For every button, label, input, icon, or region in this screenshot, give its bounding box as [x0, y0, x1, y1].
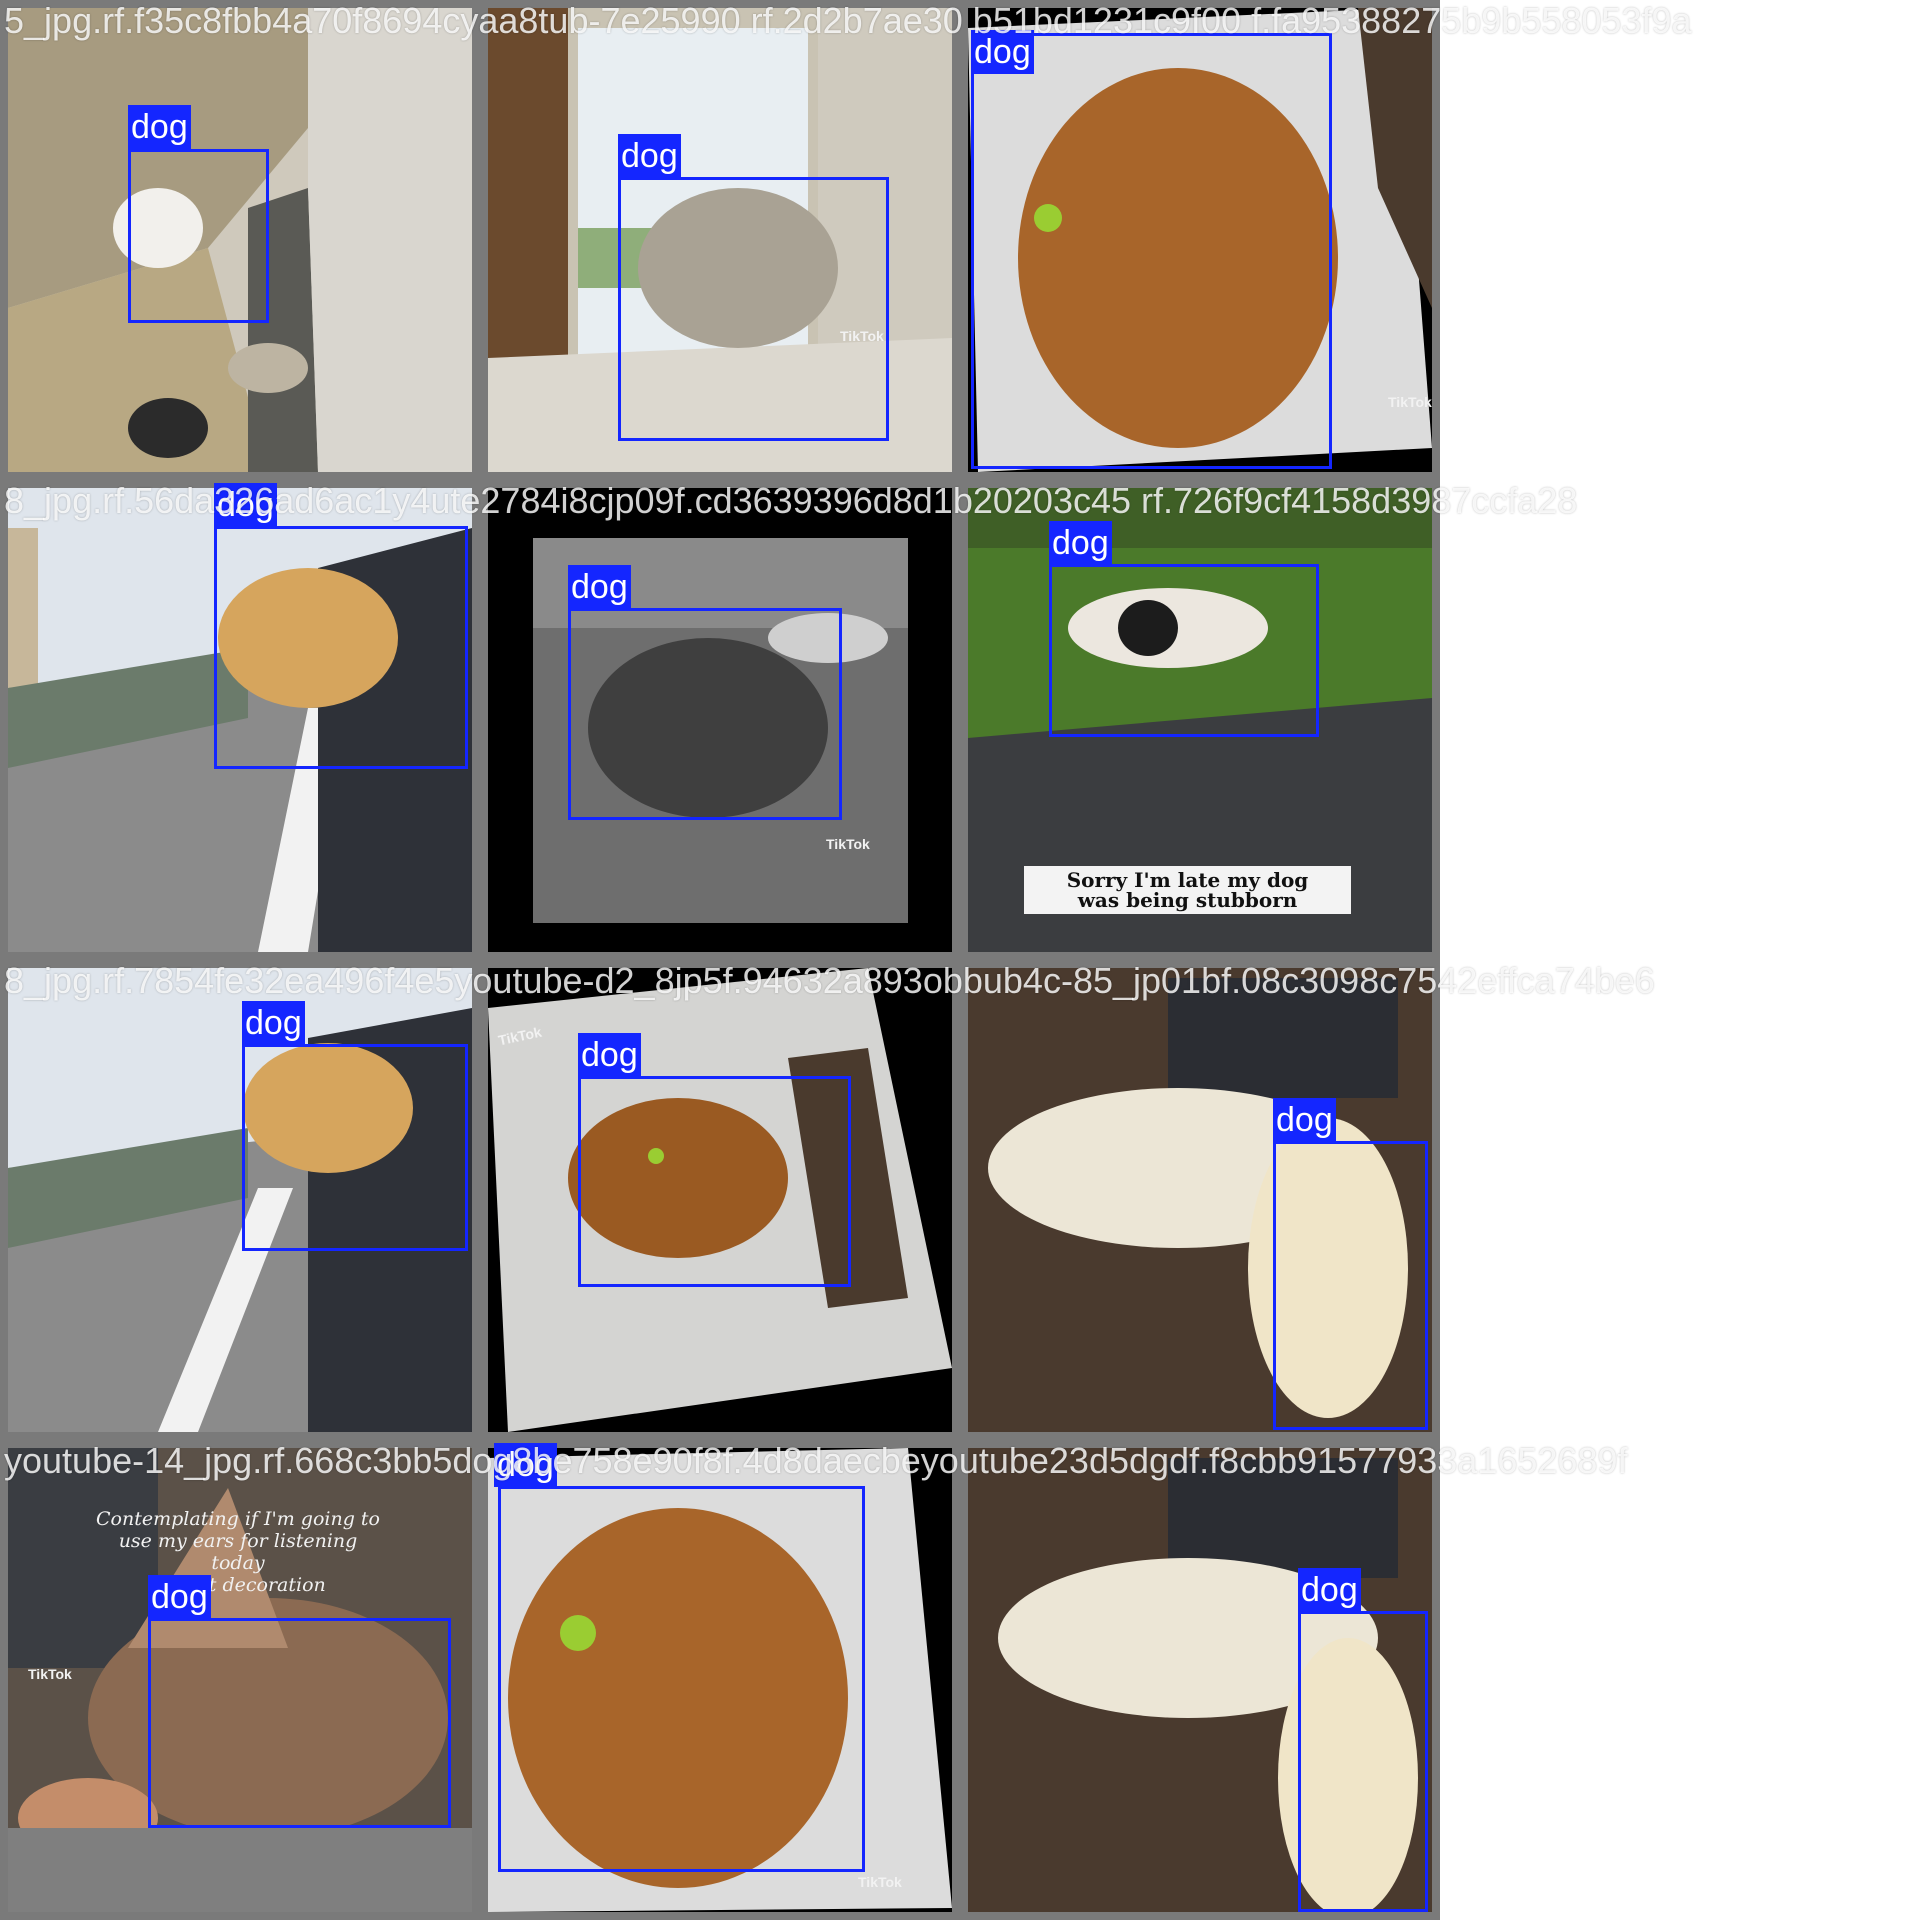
scene-grey-dog-bed — [488, 488, 952, 952]
tile-5: TikTok dog — [480, 480, 960, 960]
tile-4: dog — [0, 480, 480, 960]
tile-6: Sorry I'm late my dog was being stubborn… — [960, 480, 1440, 960]
tile-1: dog — [0, 0, 480, 480]
bbox-label: dog — [618, 134, 681, 178]
bbox-dog — [128, 149, 269, 323]
row-3-filenames: 8_jpg.rf.7854fe32ea496f4e5youtube-d2_8jp… — [4, 960, 1655, 1001]
video-caption: Contemplating if I'm going to use my ear… — [96, 1508, 380, 1596]
tile-2: TikTok dog — [480, 0, 960, 480]
bbox-label: dog — [1273, 1098, 1336, 1142]
detection-grid: dog TikTok dog — [0, 0, 1692, 1920]
row-1-filenames: 5_jpg.rf.f35c8fbb4a70f8694cyaa8tub-7e259… — [4, 0, 1692, 41]
tiktok-watermark: TikTok — [840, 328, 884, 344]
scene-baby-carrier-dog — [968, 1448, 1432, 1912]
row-4-filenames: youtube-14_jpg.rf.668c3bb5dog8be758e90f8… — [4, 1440, 1628, 1481]
photo-1 — [8, 8, 472, 472]
photo-12 — [968, 1448, 1432, 1912]
tile-9: dog — [960, 960, 1440, 1440]
bbox-label: dog — [128, 105, 191, 149]
photo-3: TikTok — [968, 8, 1432, 472]
photo-2: TikTok — [488, 8, 952, 472]
photo-7 — [8, 968, 472, 1432]
bbox-dog — [578, 1076, 851, 1287]
photo-10: Contemplating if I'm going to use my ear… — [8, 1448, 472, 1912]
scene-golden-on-back — [968, 8, 1432, 472]
photo-5: TikTok — [488, 488, 952, 952]
bbox-dog — [1049, 564, 1319, 737]
scene-dog-car-window — [8, 968, 472, 1432]
tiktok-watermark: TikTok — [28, 1666, 72, 1682]
row-2-filenames: 8_jpg.rf.56da326ad6ac1y4ute2784i8cjp09f.… — [4, 480, 1578, 521]
scene-golden-on-back — [488, 1448, 952, 1912]
tiktok-watermark: TikTok — [826, 836, 870, 852]
tile-8: TikTok dog — [480, 960, 960, 1440]
tile-12: dog — [960, 1440, 1440, 1920]
bbox-label: dog — [148, 1575, 211, 1619]
photo-4 — [8, 488, 472, 952]
bbox-dog — [618, 177, 889, 441]
photo-9 — [968, 968, 1432, 1432]
bbox-dog — [568, 608, 842, 820]
video-caption: Sorry I'm late my dog was being stubborn — [1024, 866, 1351, 914]
tile-10: Contemplating if I'm going to use my ear… — [0, 1440, 480, 1920]
photo-11: TikTok — [488, 1448, 952, 1912]
bbox-label: dog — [242, 1001, 305, 1045]
bbox-label: dog — [214, 483, 277, 527]
bbox-dog — [1298, 1611, 1428, 1912]
bbox-dog — [242, 1044, 468, 1251]
tile-7: dog — [0, 960, 480, 1440]
tiktok-watermark: TikTok — [1388, 394, 1432, 410]
bbox-dog — [214, 526, 468, 769]
tile-11: TikTok dog — [480, 1440, 960, 1920]
bbox-label: dog — [971, 30, 1034, 74]
bbox-label: dog — [568, 565, 631, 609]
bbox-label: dog — [1298, 1568, 1361, 1612]
bbox-label: dog — [578, 1033, 641, 1077]
bbox-dog — [498, 1486, 865, 1872]
tile-3: TikTok dog — [960, 0, 1440, 480]
bbox-label: dog — [1049, 521, 1112, 565]
scene-doorway — [488, 8, 952, 472]
scene-dog-car-window — [8, 488, 472, 952]
photo-8: TikTok — [488, 968, 952, 1432]
scene-baby-carrier-dog — [968, 968, 1432, 1432]
bbox-dog — [148, 1618, 451, 1828]
scene-golden-on-tiles — [488, 968, 952, 1432]
bbox-dog — [1273, 1141, 1428, 1430]
tiktok-watermark: TikTok — [858, 1874, 902, 1890]
scene-gravel-bush — [8, 8, 472, 472]
bbox-dog — [971, 33, 1332, 469]
bbox-label: dog — [494, 1443, 557, 1487]
